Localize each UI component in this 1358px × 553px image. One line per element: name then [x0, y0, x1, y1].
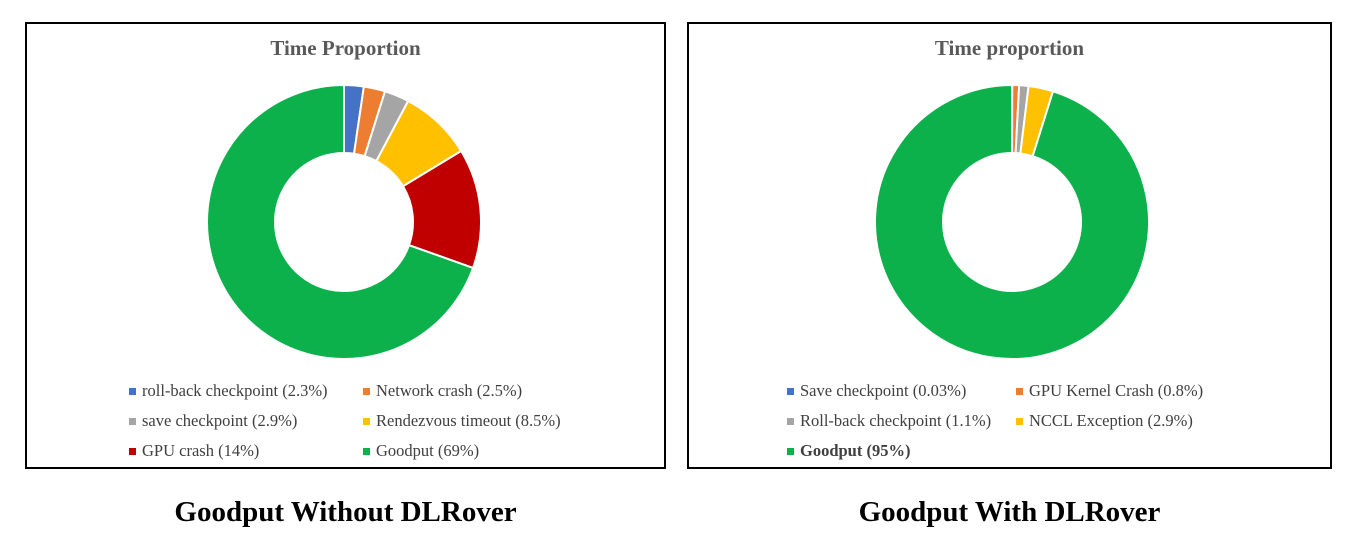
legend-label: Network crash (2.5%): [376, 381, 523, 400]
donut-slice-goodput: [874, 83, 1150, 360]
donut-chart: [874, 83, 1150, 360]
legend-label: GPU crash (14%): [142, 441, 260, 460]
legend-item: Roll-back checkpoint (1.1%): [787, 411, 1016, 431]
chart-panel-left: Time Proportion roll-back checkpoint (2.…: [25, 22, 666, 469]
legend-swatch: [363, 387, 370, 395]
figure-caption: Goodput With DLRover: [858, 496, 1161, 528]
legend-item: Rendezvous timeout (8.5%): [363, 411, 561, 431]
legend-swatch: [363, 447, 370, 455]
legend-swatch: [129, 417, 136, 425]
legend-label: roll-back checkpoint (2.3%): [142, 381, 328, 400]
legend-swatch: [787, 447, 794, 455]
legend-swatch: [129, 447, 136, 455]
chart-legend: roll-back checkpoint (2.3%) Network cras…: [129, 376, 561, 466]
legend-label: Roll-back checkpoint (1.1%): [800, 411, 992, 430]
legend-label: Rendezvous timeout (8.5%): [376, 411, 561, 430]
legend-item: Save checkpoint (0.03%): [787, 381, 1016, 401]
legend-label: NCCL Exception (2.9%): [1029, 411, 1193, 430]
legend-item: save checkpoint (2.9%): [129, 411, 363, 431]
legend-item: Goodput (95%): [787, 441, 910, 461]
legend-label: Save checkpoint (0.03%): [800, 381, 967, 400]
legend-swatch: [1016, 417, 1023, 425]
chart-title: Time Proportion: [270, 36, 421, 60]
chart-panel-right: Time proportion Save checkpoint (0.03%) …: [687, 22, 1332, 469]
figure-caption: Goodput Without DLRover: [174, 496, 517, 528]
legend-item: GPU Kernel Crash (0.8%): [1016, 381, 1203, 401]
legend-swatch: [129, 387, 136, 395]
legend-item: Goodput (69%): [363, 441, 479, 461]
legend-swatch: [1016, 387, 1023, 395]
legend-label: GPU Kernel Crash (0.8%): [1029, 381, 1204, 400]
chart-legend: Save checkpoint (0.03%) GPU Kernel Crash…: [787, 376, 1203, 466]
legend-swatch: [787, 387, 794, 395]
donut-slice-goodput: [206, 83, 475, 360]
legend-swatch: [787, 417, 794, 425]
legend-item: Network crash (2.5%): [363, 381, 522, 401]
legend-item: NCCL Exception (2.9%): [1016, 411, 1193, 431]
legend-label: Goodput (69%): [376, 441, 480, 460]
donut-chart: [206, 83, 482, 360]
legend-label: save checkpoint (2.9%): [142, 411, 298, 430]
legend-item: GPU crash (14%): [129, 441, 363, 461]
chart-title: Time proportion: [934, 36, 1085, 60]
legend-item: roll-back checkpoint (2.3%): [129, 381, 363, 401]
legend-swatch: [363, 417, 370, 425]
legend-label: Goodput (95%): [800, 441, 911, 460]
